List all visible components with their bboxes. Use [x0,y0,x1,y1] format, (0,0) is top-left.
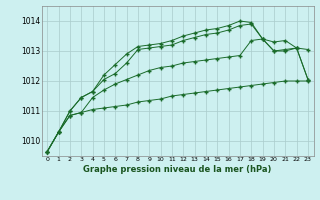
X-axis label: Graphe pression niveau de la mer (hPa): Graphe pression niveau de la mer (hPa) [84,165,272,174]
